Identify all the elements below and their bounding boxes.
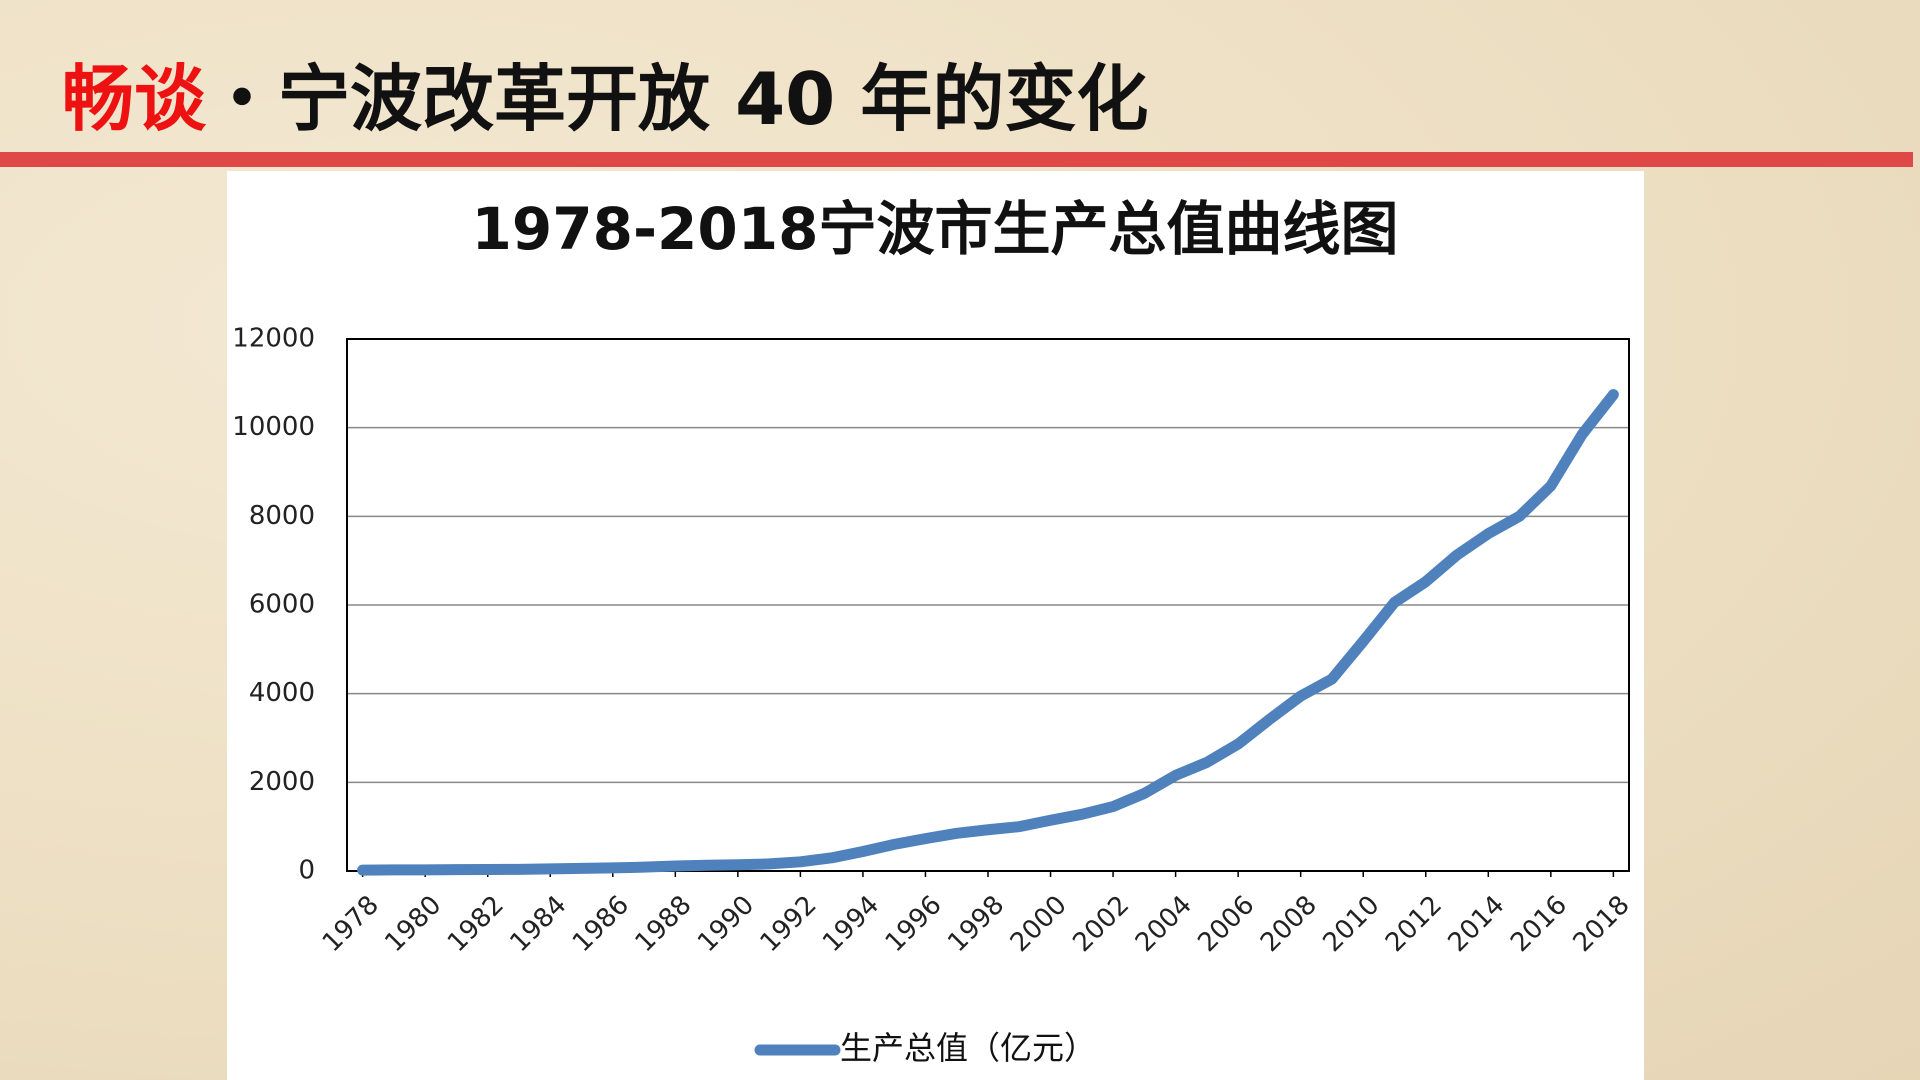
header-rule bbox=[0, 152, 1913, 167]
y-tick-label: 8000 bbox=[249, 501, 315, 531]
data-line bbox=[357, 389, 1619, 876]
slide-title: 畅谈・宁波改革开放 40 年的变化 bbox=[62, 57, 1148, 141]
y-tick-label: 2000 bbox=[249, 767, 315, 797]
y-tick-label: 10000 bbox=[232, 412, 315, 442]
chart-panel bbox=[227, 171, 1644, 1080]
legend-label: 生产总值（亿元） bbox=[840, 1029, 1096, 1067]
y-tick-label: 12000 bbox=[232, 324, 315, 354]
slide-title-text: ・宁波改革开放 40 年的变化 bbox=[206, 57, 1148, 141]
slide-title-highlight: 畅谈 bbox=[62, 57, 207, 141]
chart-title: 1978-2018宁波市生产总值曲线图 bbox=[472, 195, 1399, 263]
y-tick-label: 0 bbox=[298, 856, 315, 886]
y-tick-label: 6000 bbox=[249, 590, 315, 620]
y-tick-label: 4000 bbox=[249, 678, 315, 708]
